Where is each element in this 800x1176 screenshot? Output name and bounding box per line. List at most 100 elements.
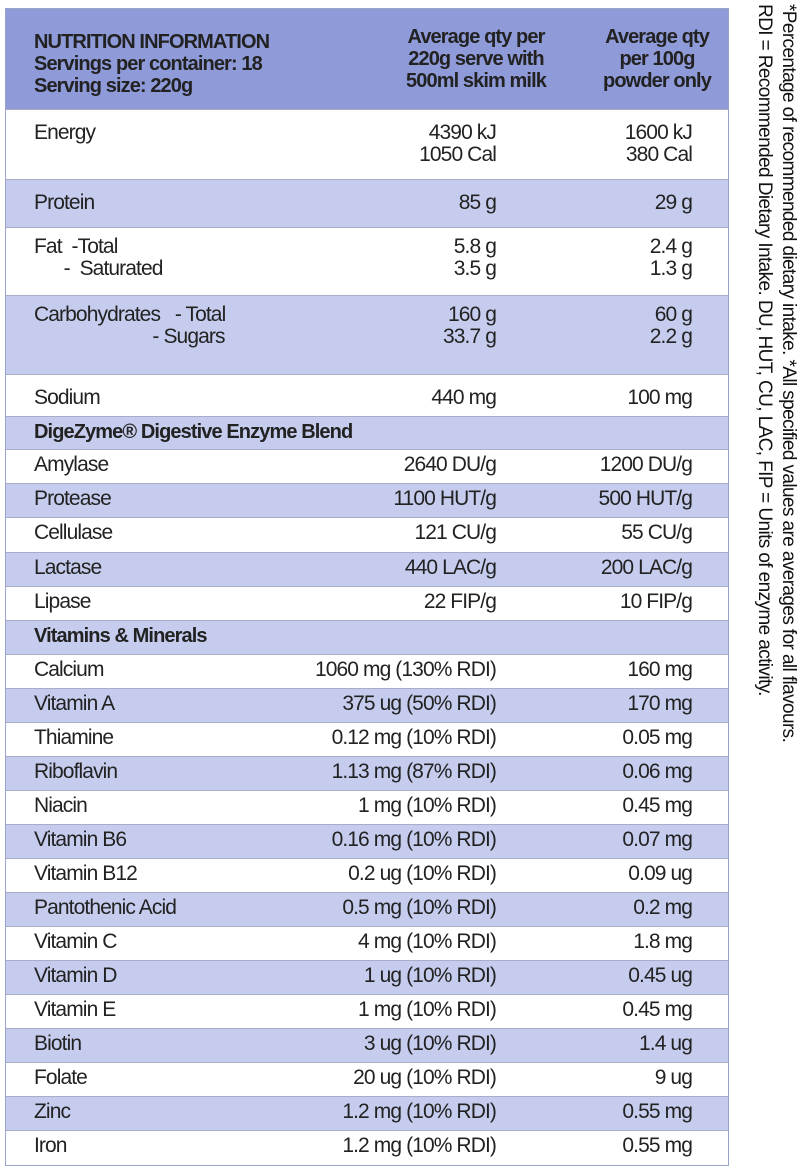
per-100g-value-text: 0.55 mg bbox=[622, 1099, 692, 1123]
per-100g-value: 29 g bbox=[496, 192, 728, 227]
per-serve-value-text: 0.5 mg (10% RDI) bbox=[342, 895, 497, 919]
nutrient-label: Vitamin C bbox=[6, 930, 306, 960]
nutrient-label-text: Vitamin B6 bbox=[34, 827, 127, 851]
per-serve-value: 1.2 mg (10% RDI) bbox=[306, 1134, 497, 1165]
per-100g-value: 1.8 mg bbox=[496, 930, 728, 960]
per-100g-value-text: 500 HUT/g bbox=[598, 487, 693, 511]
header-text: Average qty bbox=[605, 26, 710, 48]
table-row: Folate 20 ug (10% RDI) 9 ug bbox=[6, 1062, 728, 1097]
nutrient-label: Protein bbox=[6, 192, 306, 227]
per-100g-value: 0.06 mg bbox=[496, 760, 728, 790]
per-100g-value-text: 170 mg bbox=[627, 691, 693, 715]
per-serve-value: 1100 HUT/g bbox=[306, 487, 497, 517]
per-serve-value: 375 ug (50% RDI) bbox=[306, 691, 497, 722]
per-100g-value-text: 9 ug bbox=[654, 1065, 693, 1089]
per-serve-value: 1.2 mg (10% RDI) bbox=[306, 1100, 497, 1130]
table-row: Biotin 3 ug (10% RDI) 1.4 ug bbox=[6, 1028, 728, 1063]
per-serve-value-text: 1060 mg (130% RDI) bbox=[314, 657, 497, 681]
per-100g-value-text: 29 g bbox=[654, 191, 693, 214]
section-header-row: DigeZyme® Digestive Enzyme Blend bbox=[6, 417, 728, 450]
per-100g-value-text: 55 CU/g bbox=[621, 521, 693, 545]
header-text: 500ml skim milk bbox=[406, 70, 547, 92]
per-serve-value-text: 0.2 ug (10% RDI) bbox=[348, 861, 497, 885]
per-100g-value: 160 mg bbox=[496, 658, 728, 688]
table-row: Carbohydrates - Total - Sugars 160 g 33.7 … bbox=[6, 296, 728, 375]
nutrient-label: Lactase bbox=[6, 556, 306, 586]
nutrient-label: Vitamin A bbox=[6, 691, 306, 722]
per-serve-value: 2640 DU/g bbox=[306, 454, 497, 483]
per-100g-value: 9 ug bbox=[496, 1065, 728, 1096]
per-100g-value-text: 1.4 ug bbox=[639, 1031, 693, 1055]
per-100g-value: 0.55 mg bbox=[496, 1099, 728, 1130]
per-serve-value-text: 375 ug (50% RDI) bbox=[342, 691, 497, 715]
per-100g-value-text: 0.45 ug bbox=[628, 963, 693, 987]
per-serve-value-text: 0.16 mg (10% RDI) bbox=[331, 827, 497, 851]
per-serve-value-text: 1 mg (10% RDI) bbox=[358, 793, 497, 817]
per-serve-value-text: 1 mg (10% RDI) bbox=[358, 997, 497, 1021]
nutrient-label: Pantothenic Acid bbox=[6, 896, 306, 926]
per-100g-value-text: 380 Cal bbox=[625, 143, 693, 166]
per-serve-value: 1 ug (10% RDI) bbox=[306, 963, 497, 994]
per-100g-value-text: 0.07 mg bbox=[622, 827, 692, 851]
per-serve-value-text: 121 CU/g bbox=[414, 521, 496, 545]
footnotes: *Percentage of recommended dietary intak… bbox=[752, 4, 800, 904]
per-100g-value-text: 0.2 mg bbox=[633, 895, 693, 919]
nutrient-label: Vitamin D bbox=[6, 963, 306, 994]
nutrient-label: Biotin bbox=[6, 1032, 306, 1062]
per-100g-value: 0.05 mg bbox=[496, 725, 728, 756]
per-100g-value: 0.45 ug bbox=[496, 963, 728, 994]
nutrient-label-text: - Sugars bbox=[34, 325, 225, 348]
per-100g-value-text: 0.55 mg bbox=[622, 1133, 692, 1157]
per-serve-value: 20 ug (10% RDI) bbox=[306, 1066, 497, 1096]
header-text: per 100g bbox=[619, 48, 695, 70]
nutrient-label-text: Vitamin B12 bbox=[34, 861, 138, 885]
per-serve-value: 22 FIP/g bbox=[306, 590, 497, 620]
nutrient-label-text: Carbohydrates - Total bbox=[34, 303, 226, 326]
table-row: Protease 1100 HUT/g 500 HUT/g bbox=[6, 484, 728, 519]
per-100g-value: 0.45 mg bbox=[496, 998, 728, 1028]
nutrient-label-text: Riboflavin bbox=[34, 759, 118, 783]
table-row: Niacin 1 mg (10% RDI) 0.45 mg bbox=[6, 790, 728, 825]
per-serve-value-text: 1050 Cal bbox=[419, 143, 497, 166]
nutrient-label-text: Vitamin A bbox=[34, 691, 115, 715]
nutrient-label-text: Vitamin D bbox=[34, 963, 117, 987]
per-serve-value: 5.8 g 3.5 g bbox=[306, 236, 497, 295]
per-100g-value: 1600 kJ 380 Cal bbox=[496, 122, 728, 179]
per-serve-value-text: 3.5 g bbox=[453, 257, 497, 280]
per-100g-value: 0.45 mg bbox=[496, 793, 728, 824]
per-serve-value: 0.2 ug (10% RDI) bbox=[306, 861, 497, 892]
per-serve-value-text: 1100 HUT/g bbox=[393, 487, 497, 511]
per-serve-value: 1 mg (10% RDI) bbox=[306, 997, 497, 1028]
per-100g-value: 60 g 2.2 g bbox=[496, 304, 728, 374]
table-row: Iron 1.2 mg (10% RDI) 0.55 mg bbox=[6, 1130, 728, 1165]
per-100g-value-text: 0.05 mg bbox=[622, 725, 692, 749]
nutrient-label: Carbohydrates - Total - Sugars bbox=[6, 304, 306, 374]
per-serve-value: 85 g bbox=[306, 192, 497, 227]
per-serve-value-text: 160 g bbox=[447, 303, 497, 326]
nutrient-label-text: Energy bbox=[34, 121, 96, 144]
per-100g-value-text: 0.45 mg bbox=[622, 793, 692, 817]
per-100g-value: 0.55 mg bbox=[496, 1133, 728, 1165]
nutrient-label-text: Thiamine bbox=[34, 725, 114, 749]
table-row: Cellulase 121 CU/g 55 CU/g bbox=[6, 518, 728, 553]
nutrient-label: Calcium bbox=[6, 658, 306, 688]
section-header-row: Vitamins & Minerals bbox=[6, 620, 728, 655]
table-row: Vitamin B6 0.16 mg (10% RDI) 0.07 mg bbox=[6, 824, 728, 859]
table-row: Zinc 1.2 mg (10% RDI) 0.55 mg bbox=[6, 1096, 728, 1131]
section-title-text: Vitamins & Minerals bbox=[34, 624, 208, 647]
per-serve-value: 4390 kJ 1050 Cal bbox=[306, 121, 497, 179]
per-serve-value: 0.12 mg (10% RDI) bbox=[306, 726, 497, 756]
per-serve-value-text: 1.13 mg (87% RDI) bbox=[331, 759, 497, 783]
nutrient-label: Thiamine bbox=[6, 725, 306, 756]
nutrient-label-text: Vitamin E bbox=[34, 997, 116, 1021]
per-100g-value: 500 HUT/g bbox=[496, 488, 728, 517]
table-row: Vitamin C 4 mg (10% RDI) 1.8 mg bbox=[6, 926, 728, 961]
nutrient-label: Amylase bbox=[6, 454, 306, 483]
per-100g-value-text: 200 LAC/g bbox=[600, 555, 693, 579]
per-serve-value-text: 4390 kJ bbox=[428, 121, 497, 144]
nutrient-label: Energy bbox=[6, 122, 306, 179]
per-serve-value-text: 1 ug (10% RDI) bbox=[363, 963, 497, 987]
header-text: powder only bbox=[603, 70, 712, 92]
nutrient-label-text: Cellulase bbox=[34, 521, 113, 545]
per-100g-value-text: 2.2 g bbox=[649, 325, 693, 348]
